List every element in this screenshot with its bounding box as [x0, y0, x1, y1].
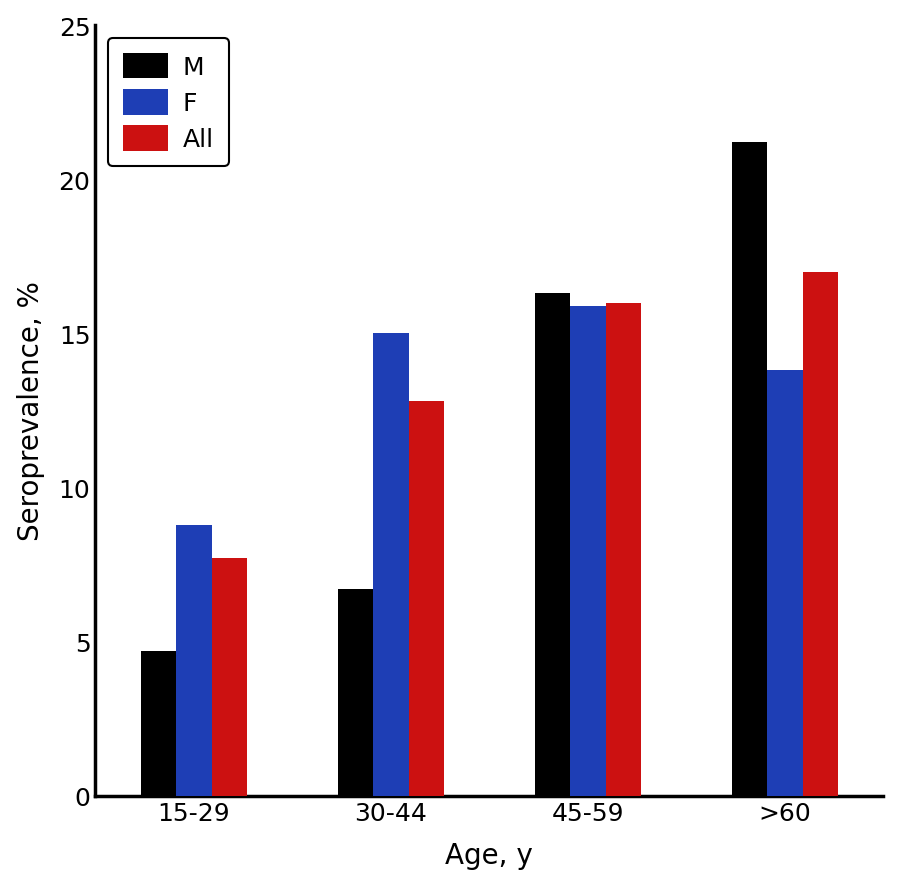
X-axis label: Age, y: Age, y: [446, 842, 533, 869]
Legend: M, F, All: M, F, All: [108, 39, 229, 167]
Bar: [570, 307, 606, 796]
Bar: [535, 294, 570, 796]
Bar: [606, 303, 641, 796]
Bar: [732, 144, 767, 796]
Bar: [409, 401, 444, 796]
Bar: [176, 525, 212, 796]
Bar: [140, 651, 176, 796]
Bar: [767, 371, 803, 796]
Bar: [338, 589, 374, 796]
Bar: [212, 559, 247, 796]
Bar: [803, 273, 838, 796]
Y-axis label: Seroprevalence, %: Seroprevalence, %: [17, 281, 45, 540]
Bar: [374, 334, 409, 796]
